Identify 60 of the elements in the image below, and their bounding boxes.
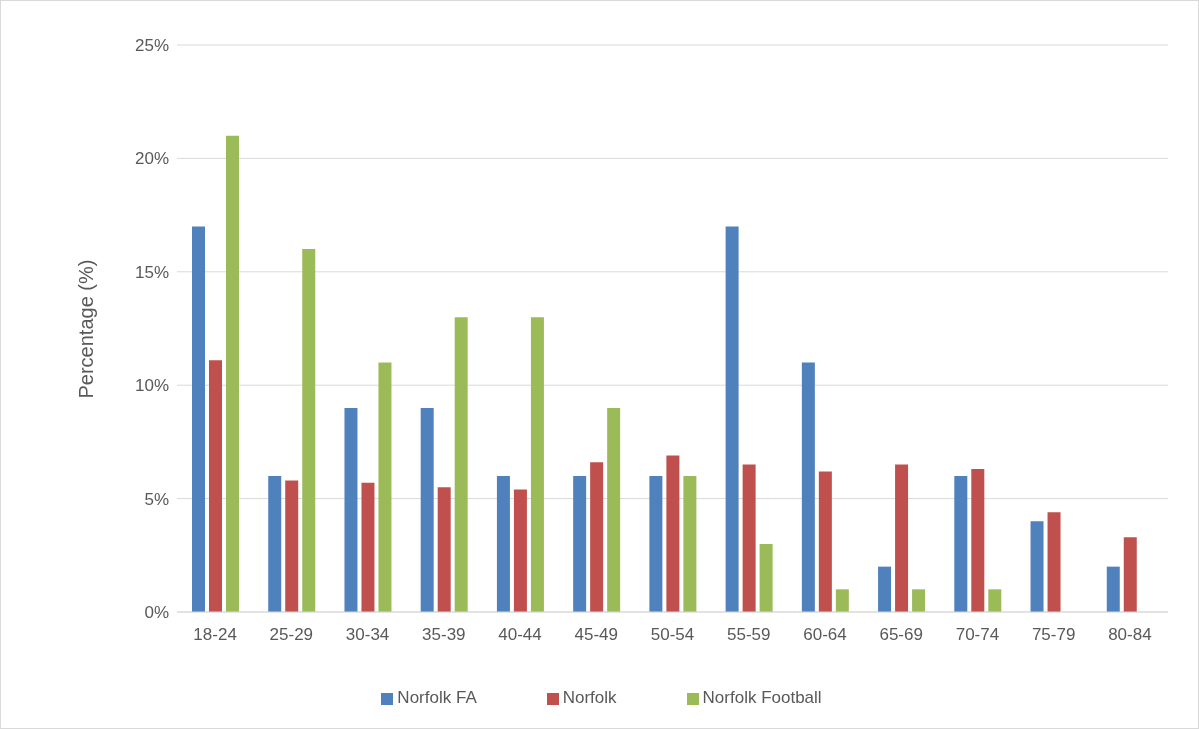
- bar: [344, 407, 358, 612]
- x-tick-label: 40-44: [498, 625, 542, 645]
- bar: [454, 317, 468, 612]
- x-tick-label: 30-34: [345, 625, 390, 645]
- bar: [818, 471, 832, 612]
- y-tick-label: 5%: [144, 489, 169, 509]
- bar: [607, 407, 621, 612]
- bar: [420, 407, 434, 612]
- x-tick-label: 80-84: [1108, 625, 1152, 645]
- y-tick-label: 0%: [144, 603, 169, 623]
- x-tick-label: 35-39: [422, 625, 466, 645]
- bar: [988, 589, 1002, 612]
- bar: [302, 249, 316, 612]
- x-tick-label: 45-49: [574, 625, 619, 645]
- bar: [759, 543, 773, 612]
- bar: [268, 475, 282, 612]
- bar: [437, 487, 451, 612]
- x-tick-label: 75-79: [1031, 625, 1076, 645]
- bar: [496, 475, 510, 612]
- bar: [226, 135, 239, 612]
- bar: [530, 317, 544, 612]
- bar: [666, 455, 680, 612]
- bar: [835, 589, 849, 612]
- bar: [361, 482, 375, 612]
- bar: [285, 480, 299, 612]
- bar: [590, 462, 604, 612]
- bar: [912, 589, 926, 612]
- y-tick-label: 15%: [134, 262, 169, 282]
- x-tick-label: 18-24: [193, 625, 237, 645]
- legend-label: Norfolk FA: [397, 688, 477, 707]
- bar: [1106, 566, 1120, 612]
- bar: [1030, 521, 1044, 612]
- bar: [378, 362, 392, 612]
- bar: [683, 475, 697, 612]
- y-tick-label: 10%: [134, 376, 169, 396]
- bar: [895, 464, 909, 612]
- bar: [209, 360, 222, 612]
- bar: [954, 475, 968, 612]
- bar: [1123, 537, 1137, 612]
- legend-label: Norfolk: [562, 688, 617, 707]
- x-tick-label: 55-59: [726, 625, 771, 645]
- bar: [649, 475, 663, 612]
- bar: [1047, 512, 1061, 612]
- x-tick-label: 50-54: [650, 625, 695, 645]
- bar: [801, 362, 815, 612]
- x-tick-label: 70-74: [955, 625, 1000, 645]
- y-tick-label: 20%: [134, 149, 169, 169]
- x-tick-label: 65-69: [879, 625, 923, 645]
- y-axis-title: Percentage (%): [75, 259, 98, 399]
- bar: [971, 469, 985, 612]
- bar: [725, 226, 739, 612]
- bar: [192, 226, 205, 612]
- legend-label: Norfolk Football: [702, 688, 822, 707]
- x-tick-label: 60-64: [803, 625, 847, 645]
- bar: [513, 489, 527, 612]
- bar: [878, 566, 892, 612]
- y-tick-label: 25%: [134, 36, 169, 56]
- bar: [742, 464, 756, 612]
- x-tick-label: 25-29: [269, 625, 314, 645]
- bar: [573, 475, 587, 612]
